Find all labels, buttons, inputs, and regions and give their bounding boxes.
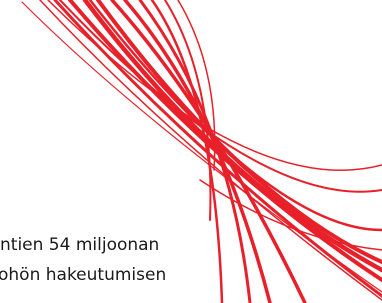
background bbox=[0, 0, 382, 303]
document-crop: ntien 54 miljoonan ohön hakeutumisen bbox=[0, 0, 382, 303]
text-line: ohön hakeutumisen bbox=[0, 265, 166, 285]
page: ntien 54 miljoonan ohön hakeutumisen (()… bbox=[0, 0, 382, 303]
text-line: ntien 54 miljoonan bbox=[0, 235, 159, 255]
